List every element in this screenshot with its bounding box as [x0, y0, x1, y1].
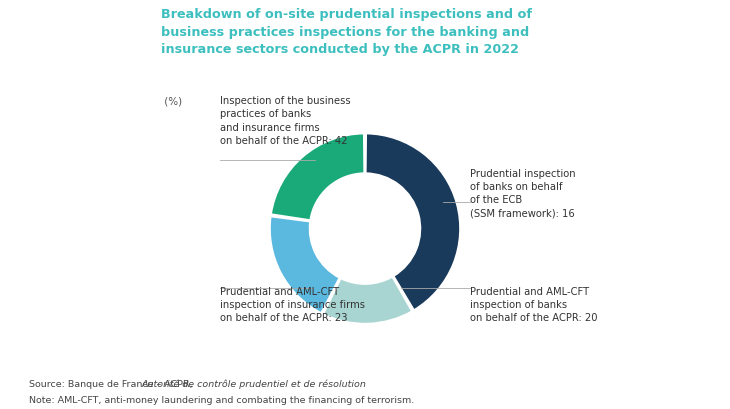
Text: Source: Banque de France – ACPR,: Source: Banque de France – ACPR,	[29, 380, 196, 389]
Text: Breakdown of on-site prudential inspections and of
business practices inspection: Breakdown of on-site prudential inspecti…	[161, 8, 531, 56]
Text: Inspection of the business
practices of banks
and insurance firms
on behalf of t: Inspection of the business practices of …	[220, 96, 351, 146]
Wedge shape	[366, 134, 460, 310]
Wedge shape	[270, 217, 339, 313]
Text: (%): (%)	[161, 97, 182, 106]
Text: .: .	[304, 380, 307, 389]
Text: Prudential and AML-CFT
inspection of banks
on behalf of the ACPR: 20: Prudential and AML-CFT inspection of ban…	[469, 286, 597, 322]
Text: Note: AML-CFT, anti-money laundering and combating the financing of terrorism.: Note: AML-CFT, anti-money laundering and…	[29, 395, 415, 404]
Text: Autorité de contrôle prudentiel et de résolution: Autorité de contrôle prudentiel et de ré…	[141, 379, 366, 389]
Wedge shape	[323, 277, 412, 324]
Text: Prudential and AML-CFT
inspection of insurance firms
on behalf of the ACPR: 23: Prudential and AML-CFT inspection of ins…	[220, 286, 365, 322]
Text: Prudential inspection
of banks on behalf
of the ECB
(SSM framework): 16: Prudential inspection of banks on behalf…	[469, 168, 575, 218]
Wedge shape	[271, 134, 364, 221]
